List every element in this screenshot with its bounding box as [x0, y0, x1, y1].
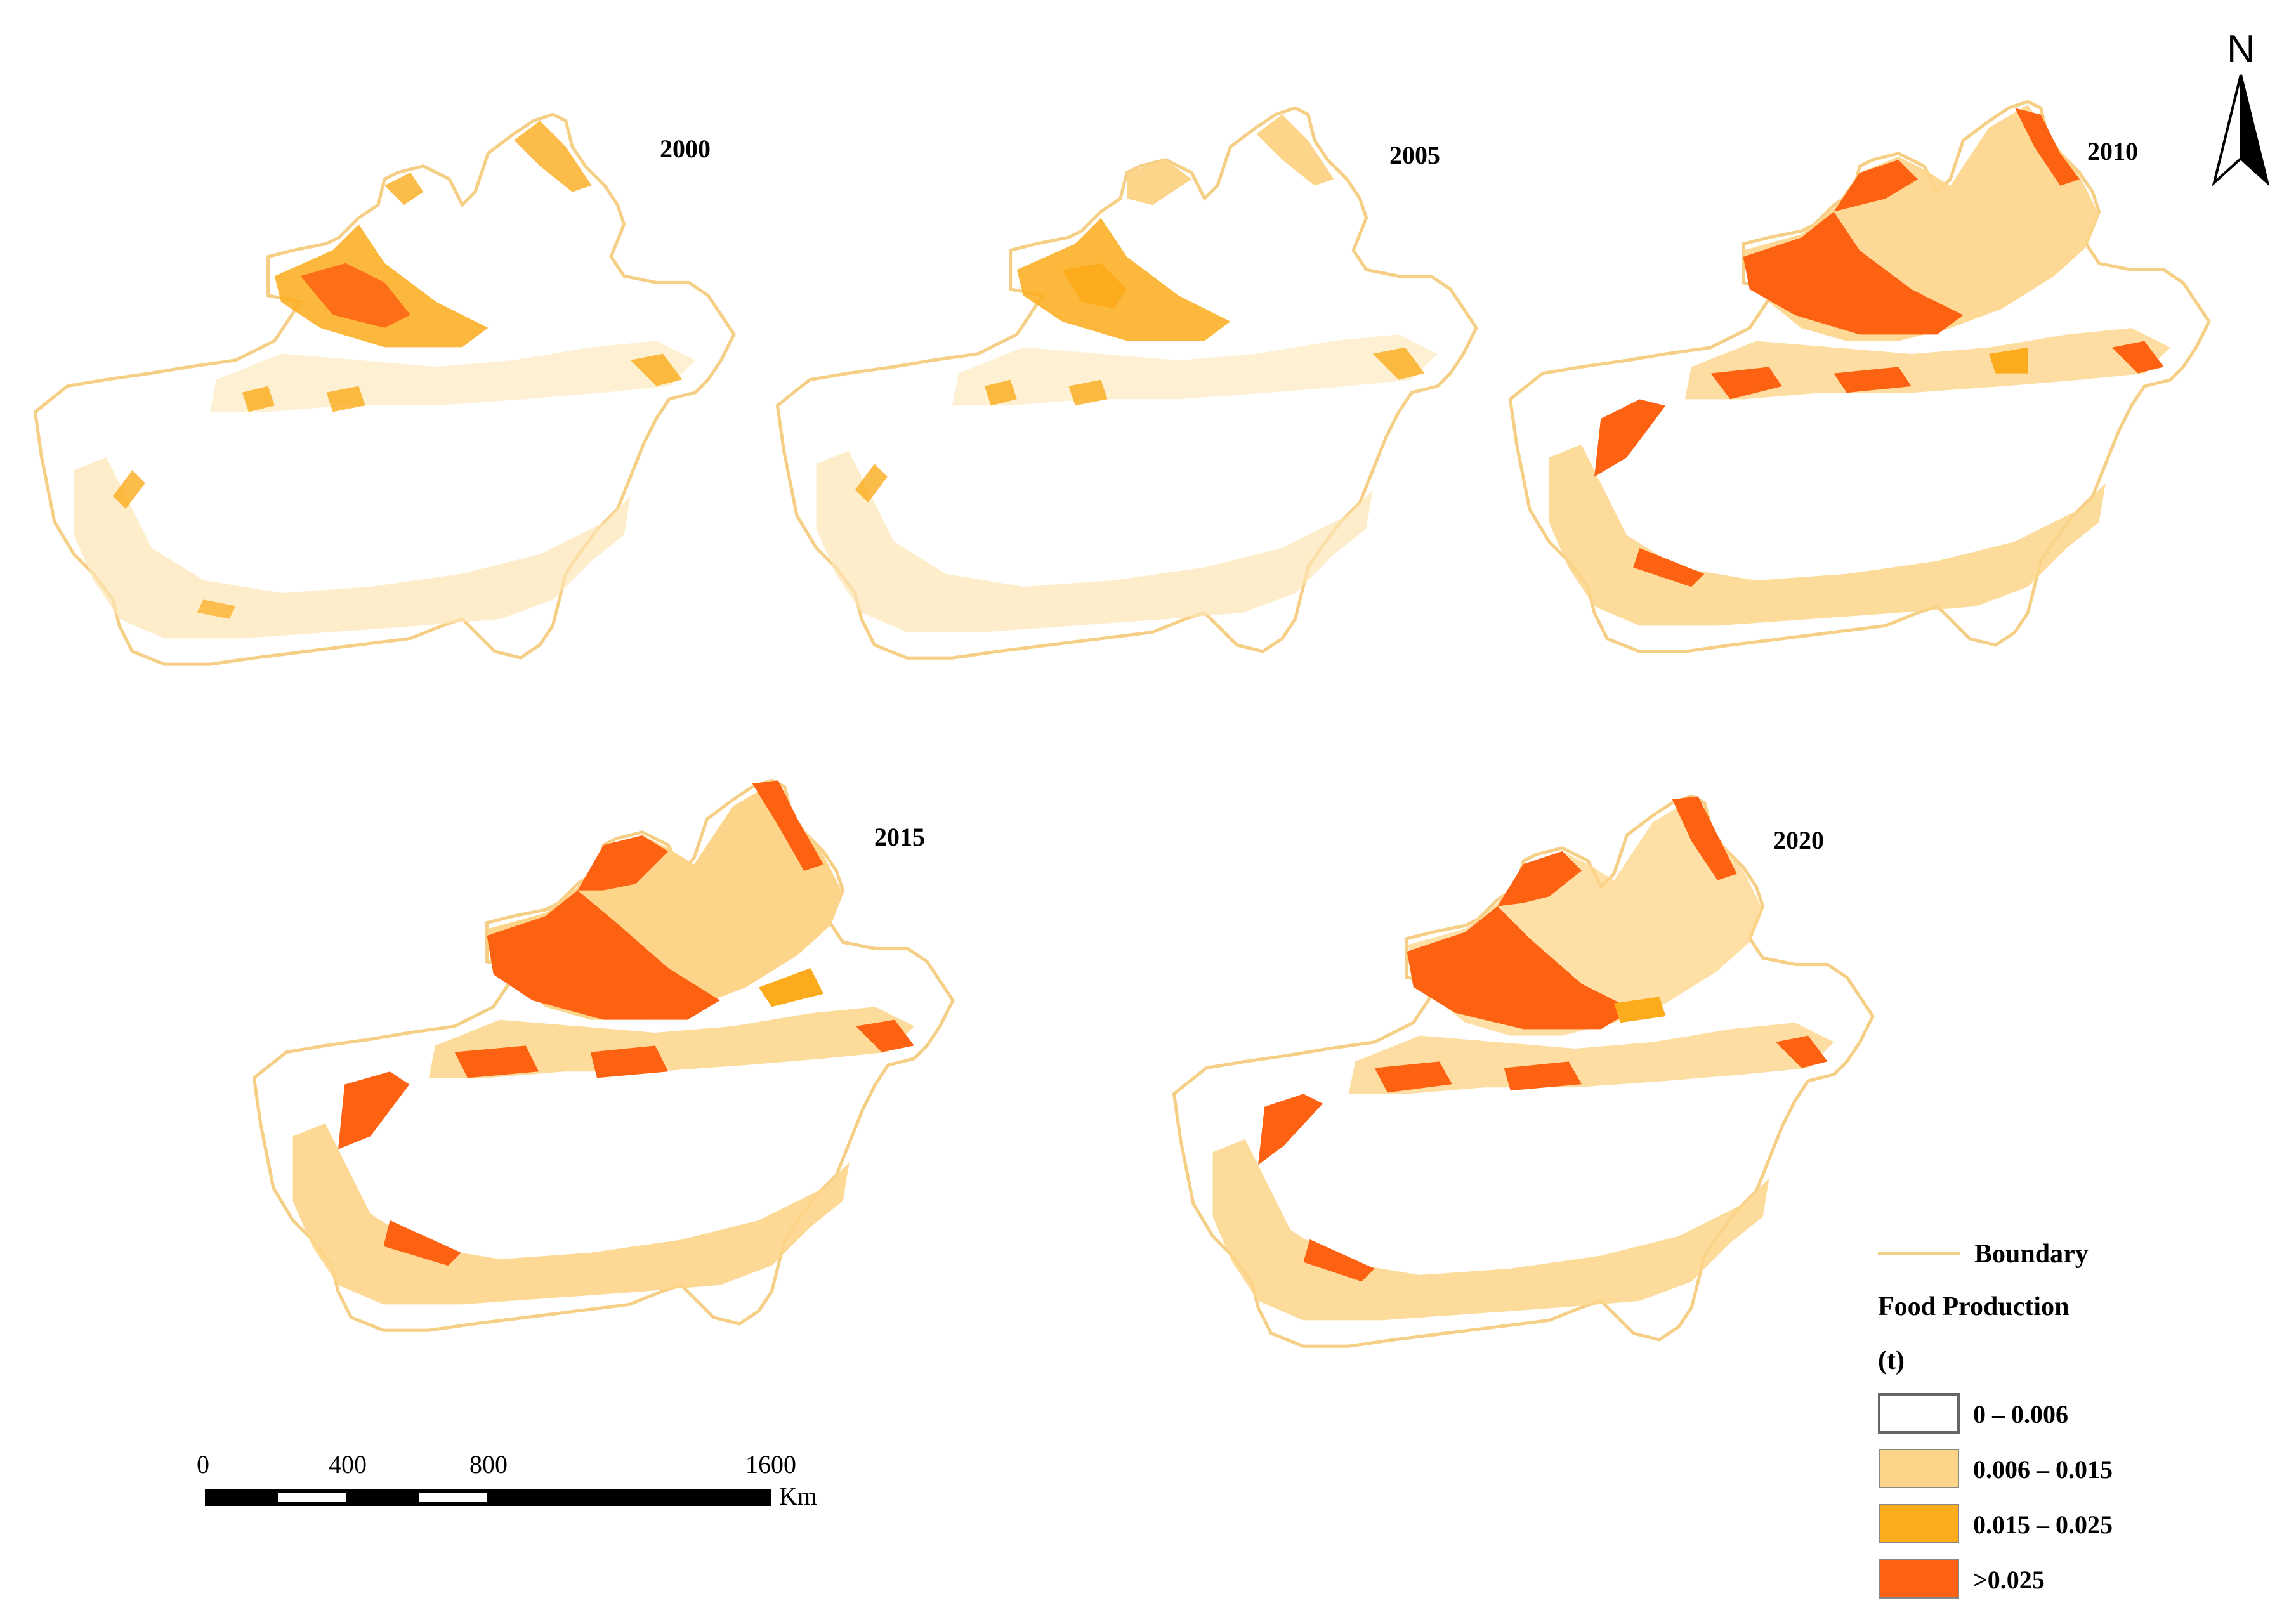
scale-tick-400: 400 [329, 1450, 367, 1479]
map-panel-2020 [1174, 796, 1873, 1346]
legend-boundary-label: Boundary [1974, 1239, 2089, 1269]
scale-unit: Km [779, 1482, 817, 1510]
year-label-2010: 2010 [2087, 137, 2138, 166]
legend-class-label-2: 0.006 – 0.015 [1973, 1455, 2113, 1484]
north-arrow-icon [2212, 74, 2270, 186]
north-arrow-label: N [2227, 27, 2255, 71]
legend-swatch-1 [1878, 1393, 1960, 1434]
year-label-2020: 2020 [1773, 826, 1824, 854]
scale-tick-800: 800 [469, 1450, 508, 1479]
map-panel-2015 [254, 780, 953, 1330]
legend-class-label-4: >0.025 [1973, 1566, 2045, 1594]
year-label-2005: 2005 [1389, 141, 1440, 169]
legend-swatch-2 [1879, 1449, 1959, 1488]
legend-title: Food Production [1878, 1292, 2069, 1321]
scale-tick-1600: 1600 [745, 1450, 796, 1479]
legend-class-label-3: 0.015 – 0.025 [1973, 1510, 2113, 1539]
year-label-2015: 2015 [874, 823, 925, 851]
legend-swatch-3 [1879, 1504, 1959, 1543]
scale-tick-0: 0 [197, 1450, 209, 1479]
map-panel-2010 [1510, 101, 2209, 651]
north-arrow: N [2212, 27, 2270, 186]
scale-bar: 0 400 800 1600 Km [197, 1450, 817, 1510]
legend-unit: (t) [1878, 1346, 1905, 1375]
legend: Boundary Food Production (t) 0 – 0.006 0… [1878, 1239, 2113, 1599]
legend-class-label-1: 0 – 0.006 [1973, 1400, 2068, 1429]
legend-swatch-4 [1879, 1559, 1959, 1599]
map-panel-2000 [35, 114, 734, 664]
year-label-2000: 2000 [660, 134, 711, 163]
map-panel-2005 [777, 108, 1476, 658]
